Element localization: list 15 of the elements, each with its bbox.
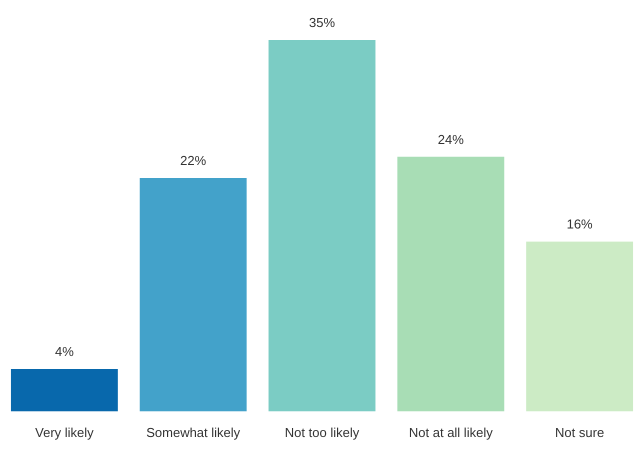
bar: [10, 368, 118, 412]
data-label: 22%: [180, 153, 207, 168]
data-label: 16%: [566, 216, 594, 232]
data-label: 35%: [308, 15, 336, 30]
x-tick-label: Not sure: [555, 424, 604, 440]
x-tick-label: Very likely: [35, 424, 94, 440]
x-tick-label: Not too likely: [284, 424, 360, 440]
x-tick-label: Not at all likely: [408, 424, 494, 440]
bar: [268, 40, 376, 412]
x-tick-label: Somewhat likely: [146, 424, 241, 440]
bar: [397, 156, 504, 412]
data-label: 24%: [438, 132, 464, 147]
bar: [140, 178, 247, 412]
data-label: 4%: [55, 344, 74, 360]
bar: [526, 242, 634, 412]
